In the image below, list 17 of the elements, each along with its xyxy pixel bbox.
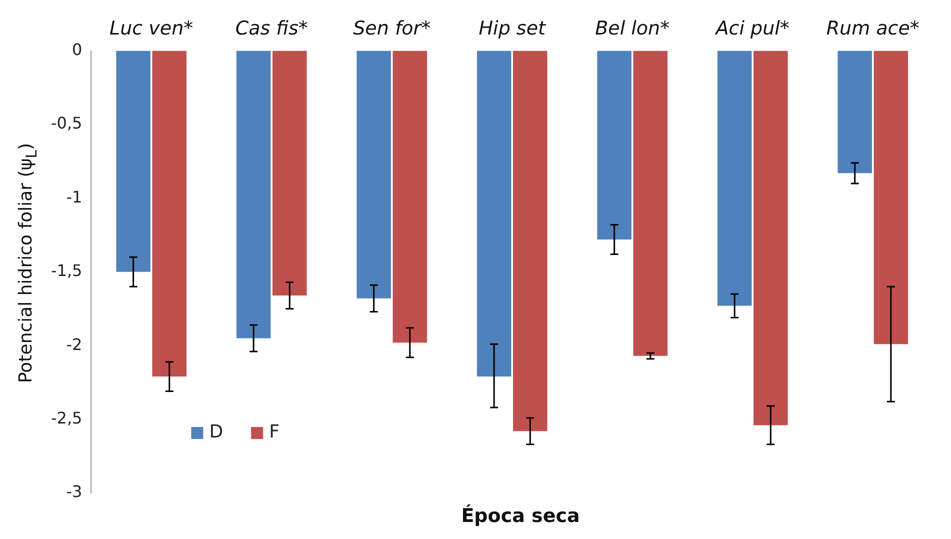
x-axis-title: Época seca (460, 505, 581, 527)
y-tick-label: -1,5 (51, 261, 82, 280)
x-tick-label: Sen for* (353, 17, 431, 40)
legend-label: F (269, 422, 280, 443)
x-tick-label: Hip set (478, 17, 548, 40)
x-tick-label: Luc ven* (110, 17, 194, 40)
x-tick-label: Rum ace* (826, 17, 920, 40)
y-tick-label: -2 (66, 334, 82, 354)
x-tick-label: Aci pul* (714, 17, 790, 40)
x-tick-label: Cas fis* (235, 17, 308, 40)
x-tick-label: Bel lon* (595, 17, 670, 40)
y-tick-label: -0,5 (51, 114, 82, 133)
legend-label: D (209, 422, 224, 443)
y-tick-label: 0 (72, 40, 82, 59)
y-tick-label: -1 (66, 187, 82, 206)
y-tick-label: -2,5 (51, 408, 82, 428)
y-tick-label: -3 (66, 482, 82, 502)
